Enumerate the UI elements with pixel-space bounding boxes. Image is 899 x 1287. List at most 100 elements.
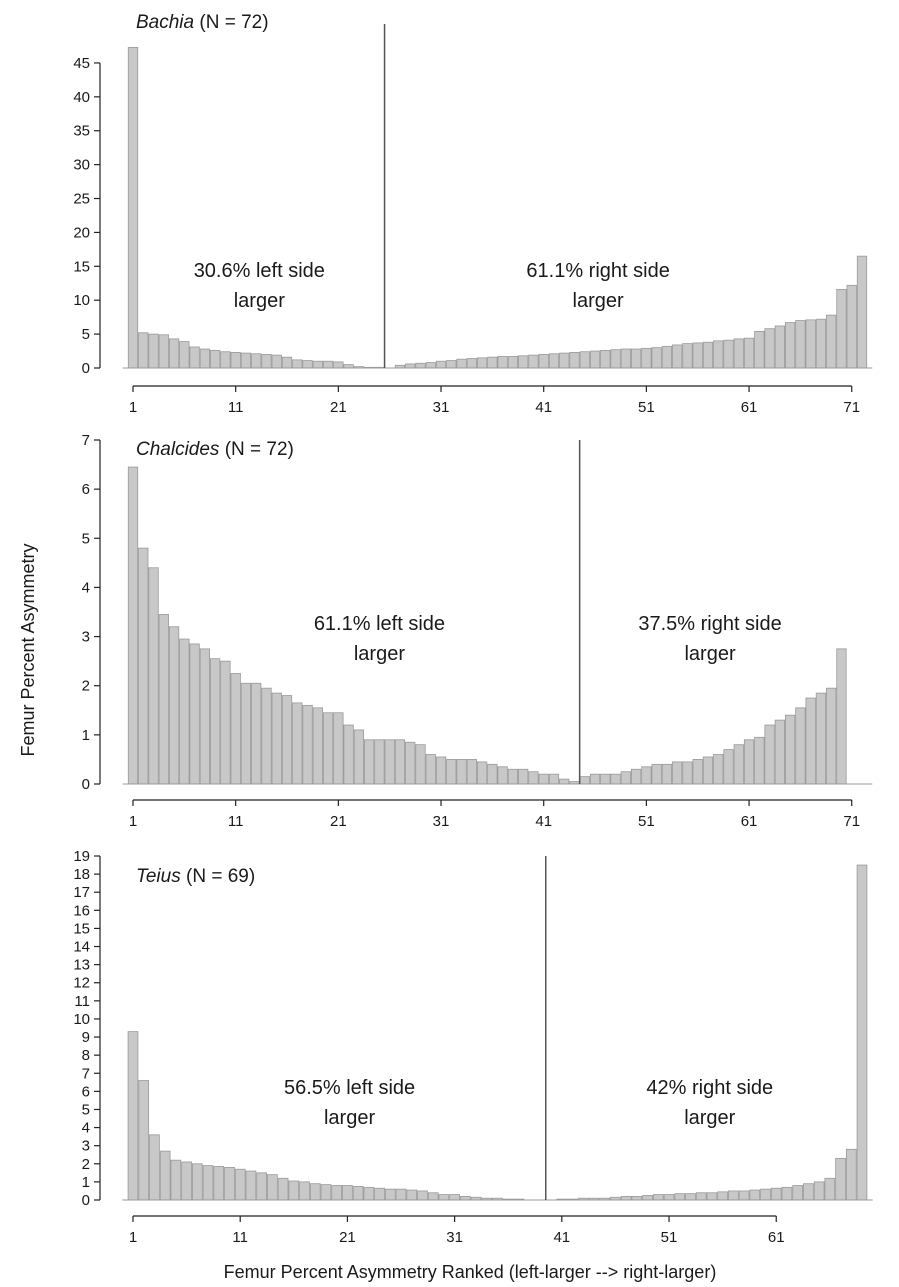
panel-title-n: (N = 72) [194,12,268,33]
bar [417,1190,428,1201]
bar [456,358,467,369]
bar [497,766,508,785]
bar [415,744,426,785]
bar [405,363,416,369]
bar [210,349,221,369]
bar [384,1188,396,1201]
bar [202,1165,214,1201]
y-tick-label: 8 [82,1047,90,1064]
bar [449,1194,460,1201]
bar [682,343,693,369]
y-tick-label: 20 [73,224,90,241]
bar [642,1195,653,1201]
bar [672,761,683,785]
bar [364,739,375,785]
x-tick-label: 11 [232,1229,248,1246]
bar [309,1183,321,1201]
bar [138,332,149,369]
bar [548,773,560,785]
y-tick-label: 19 [73,848,90,865]
bar [723,339,734,369]
x-tick-label: 61 [768,1229,785,1246]
bar [663,1194,675,1201]
bar [600,349,611,369]
bar [764,328,775,369]
bar [692,342,703,369]
bar [672,344,683,369]
x-tick-label: 21 [339,1229,356,1246]
y-tick-label: 25 [73,191,90,208]
x-tick-label: 51 [661,1229,678,1246]
panel-title-genus: Bachia [136,12,194,33]
bar [826,314,837,369]
bar [261,354,272,369]
bar [774,325,785,369]
bar [795,707,806,785]
bar [702,756,714,785]
annotation-label: larger [234,290,285,312]
bar [158,614,169,785]
annotation-label: 61.1% right side [526,260,669,282]
bar [220,660,231,785]
bar [159,1150,171,1201]
bar [170,1159,182,1201]
bar [281,356,293,369]
bar [743,739,755,785]
bar [760,1188,771,1201]
bar [466,358,477,369]
bar [631,1195,643,1201]
y-tick-label: 17 [73,884,90,901]
y-tick-label: 6 [82,481,90,498]
x-tick-label: 21 [330,399,347,416]
bar [824,1177,836,1201]
bar [127,1031,139,1201]
bar [569,352,580,369]
bar [251,353,262,369]
annotation-label: 37.5% right side [638,613,781,635]
bar [384,739,395,785]
bar [717,1191,728,1201]
x-tick-label: 51 [638,813,655,830]
bar [803,1183,814,1201]
y-tick-label: 45 [73,55,90,72]
bar [438,1194,450,1201]
bar [792,1185,804,1201]
y-tick-label: 4 [82,1120,90,1137]
bar [538,773,549,785]
bar [191,1163,203,1201]
y-tick-label: 15 [73,258,90,275]
bar [518,768,529,785]
bar [240,352,252,369]
bar [749,1189,761,1201]
annotation-label: 30.6% left side [194,260,325,282]
bar [181,1161,192,1201]
bar [425,754,436,785]
y-tick-label: 5 [82,1101,90,1118]
bar [288,1180,300,1201]
y-tick-label: 3 [82,1138,90,1155]
x-axis-title: Femur Percent Asymmetry Ranked (left-lar… [224,1262,717,1282]
y-tick-label: 14 [73,939,90,956]
bar [331,1185,343,1201]
bar [261,687,272,785]
bar [179,638,190,785]
bar [374,1187,385,1201]
bar [127,46,139,369]
bar [754,330,765,369]
bar [785,714,796,785]
y-tick-label: 4 [82,579,90,596]
y-tick-label: 13 [73,957,90,974]
x-tick-label: 21 [330,813,347,830]
y-tick-label: 7 [82,1065,90,1082]
bar [528,771,539,785]
bar [815,692,827,785]
bar [685,1193,696,1201]
bar [630,768,642,785]
y-tick-label: 9 [82,1029,90,1046]
bar [245,1170,257,1201]
x-tick-label: 71 [843,399,860,416]
y-tick-label: 2 [82,678,90,695]
bar [415,362,426,369]
